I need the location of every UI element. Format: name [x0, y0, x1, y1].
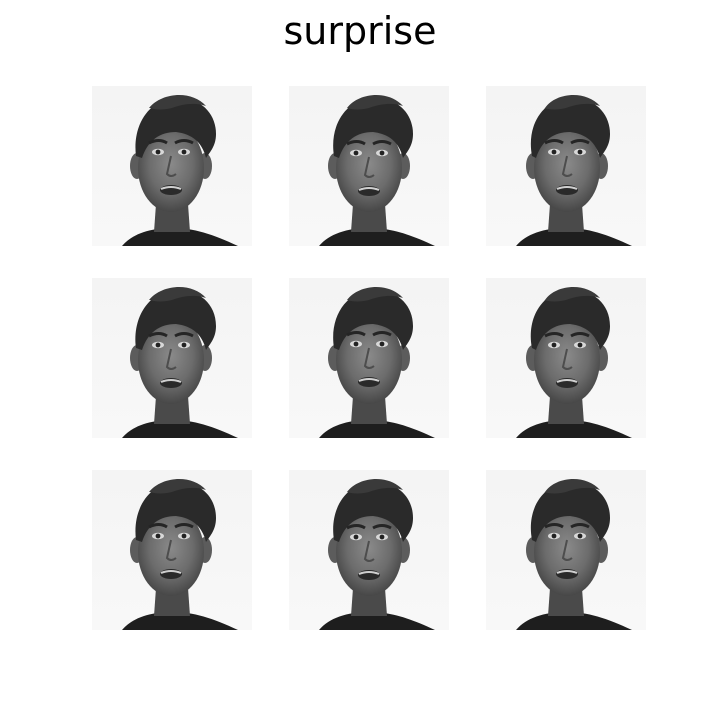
face-r2c1: [92, 278, 252, 438]
face-r3c2: [289, 470, 449, 630]
face-r2c2: [289, 278, 449, 438]
face-r3c3: [486, 470, 646, 630]
face-r1c2: [289, 86, 449, 246]
face-r1c3: [486, 86, 646, 246]
face-r2c3: [486, 278, 646, 438]
face-r3c1: [92, 470, 252, 630]
figure-title: surprise: [283, 9, 437, 53]
face-r1c1: [92, 86, 252, 246]
